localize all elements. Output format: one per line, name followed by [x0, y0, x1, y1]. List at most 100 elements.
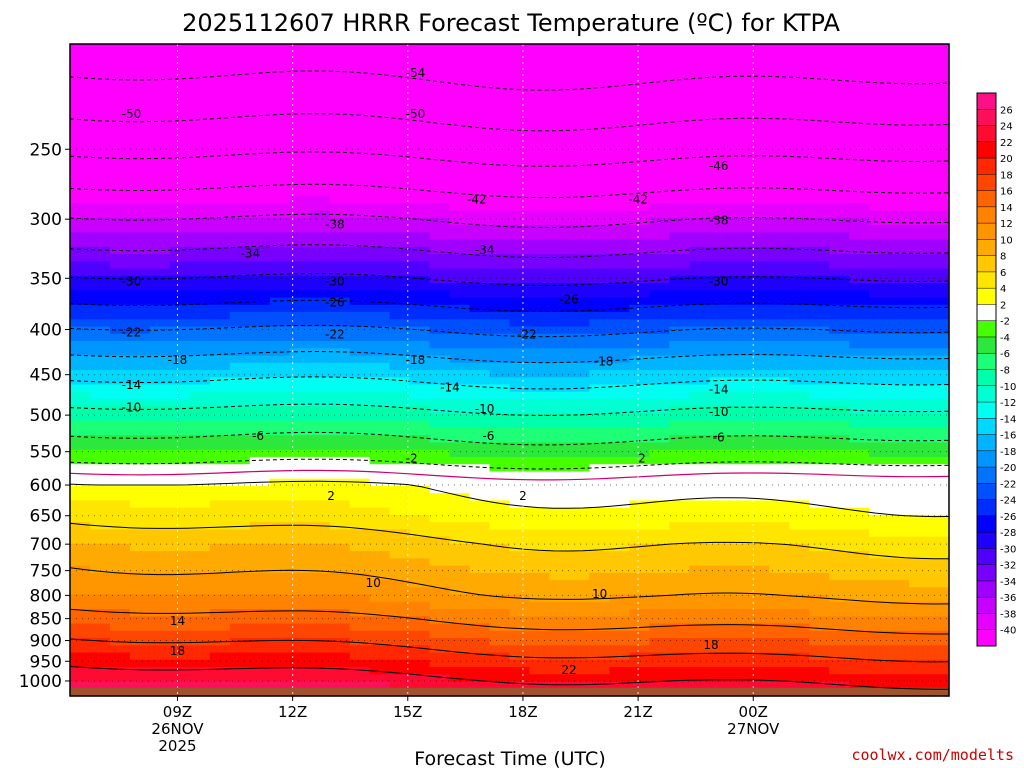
heatmap-cell: [889, 58, 910, 67]
heatmap-cell: [829, 188, 850, 197]
heatmap-cell: [409, 225, 431, 233]
heatmap-cell: [249, 493, 271, 501]
heatmap-cell: [629, 551, 650, 559]
heatmap-cell: [129, 297, 151, 306]
heatmap-cell: [849, 130, 870, 139]
heatmap-cell: [829, 391, 850, 400]
heatmap-cell: [629, 456, 650, 465]
heatmap-cell: [649, 297, 670, 306]
heatmap-cell: [549, 594, 571, 603]
heatmap-cell: [529, 659, 551, 668]
heatmap-cell: [429, 522, 451, 530]
heatmap-cell: [629, 427, 650, 436]
heatmap-cell: [129, 94, 151, 103]
heatmap-cell: [89, 435, 111, 444]
heatmap-cell: [649, 681, 670, 690]
heatmap-cell: [369, 616, 391, 625]
heatmap-cell: [649, 630, 670, 639]
heatmap-cell: [149, 58, 171, 67]
heatmap-cell: [729, 72, 750, 81]
heatmap-cell: [509, 217, 531, 226]
heatmap-cell: [609, 145, 630, 154]
heatmap-cell: [829, 522, 850, 530]
heatmap-cell: [609, 522, 630, 530]
heatmap-cell: [389, 456, 411, 465]
heatmap-cell: [809, 181, 830, 190]
heatmap-cell: [169, 616, 191, 625]
heatmap-cell: [509, 261, 531, 270]
heatmap-cell: [289, 391, 311, 400]
heatmap-cell: [149, 391, 171, 400]
heatmap-cell: [329, 427, 351, 436]
heatmap-cell: [689, 543, 710, 552]
heatmap-cell: [669, 138, 690, 147]
heatmap-cell: [349, 239, 371, 248]
heatmap-cell: [549, 659, 571, 668]
heatmap-cell: [869, 587, 890, 596]
heatmap-cell: [709, 232, 730, 241]
heatmap-cell: [709, 225, 730, 233]
heatmap-cell: [369, 94, 391, 103]
heatmap-cell: [89, 398, 111, 407]
heatmap-cell: [549, 630, 571, 639]
heatmap-cell: [569, 362, 591, 371]
heatmap-cell: [489, 312, 511, 320]
heatmap-cell: [909, 514, 930, 523]
heatmap-cell: [889, 138, 910, 147]
heatmap-cell: [429, 261, 451, 270]
heatmap-cell: [409, 232, 431, 241]
heatmap-cell: [449, 326, 471, 335]
heatmap-cell: [869, 72, 890, 81]
heatmap-cell: [449, 159, 471, 168]
heatmap-cell: [409, 406, 431, 415]
heatmap-cell: [70, 638, 91, 646]
heatmap-cell: [369, 109, 391, 118]
heatmap-cell: [149, 370, 171, 378]
heatmap-cell: [409, 268, 431, 277]
heatmap-cell: [869, 536, 890, 545]
heatmap-cell: [629, 413, 650, 422]
heatmap-cell: [689, 72, 710, 81]
heatmap-cell: [889, 514, 910, 523]
heatmap-cell: [749, 362, 770, 371]
heatmap-cell: [229, 312, 251, 320]
heatmap-cell: [529, 51, 551, 60]
heatmap-cell: [709, 130, 730, 139]
heatmap-cell: [849, 659, 870, 668]
heatmap-cell: [409, 297, 431, 306]
heatmap-cell: [249, 87, 271, 96]
heatmap-cell: [70, 174, 91, 183]
heatmap-cell: [209, 681, 231, 690]
heatmap-cell: [529, 478, 551, 487]
heatmap-cell: [549, 377, 571, 386]
heatmap-cell: [249, 370, 271, 378]
heatmap-cell: [509, 514, 531, 523]
heatmap-cell: [889, 507, 910, 516]
heatmap-cell: [109, 152, 131, 161]
heatmap-cell: [309, 587, 331, 596]
heatmap-cell: [169, 565, 191, 574]
heatmap-cell: [149, 116, 171, 125]
heatmap-cell: [549, 312, 571, 320]
heatmap-cell: [649, 109, 670, 118]
heatmap-cell: [629, 203, 650, 212]
heatmap-cell: [149, 623, 171, 632]
heatmap-cell: [70, 239, 91, 248]
heatmap-cell: [709, 572, 730, 581]
heatmap-cell: [809, 514, 830, 523]
heatmap-cell: [369, 377, 391, 386]
heatmap-cell: [389, 348, 411, 357]
heatmap-cell: [369, 275, 391, 284]
heatmap-cell: [529, 297, 551, 306]
heatmap-cell: [789, 51, 810, 60]
heatmap-cell: [749, 370, 770, 378]
heatmap-cell: [549, 319, 571, 328]
heatmap-cell: [789, 348, 810, 357]
heatmap-cell: [529, 420, 551, 429]
heatmap-cell: [349, 536, 371, 545]
heatmap-cell: [269, 312, 291, 320]
heatmap-cell: [469, 101, 491, 110]
x-tick-year: 2025: [158, 737, 196, 755]
heatmap-cell: [769, 210, 790, 219]
heatmap-cell: [849, 565, 870, 574]
